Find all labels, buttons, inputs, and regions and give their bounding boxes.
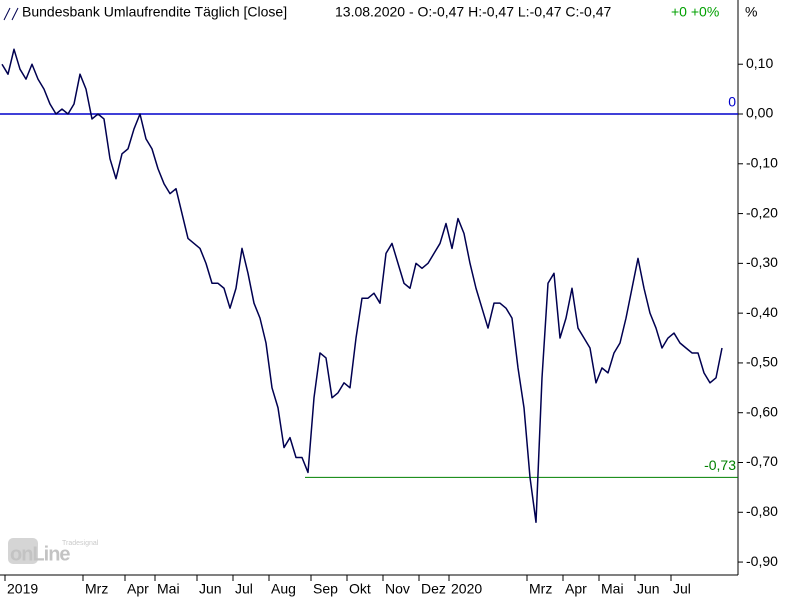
logo-small: Tradesignal <box>62 540 99 547</box>
x-tick-label: Jul <box>235 581 253 597</box>
x-tick-label: Mai <box>157 581 180 597</box>
y-tick-label: -0,70 <box>746 453 778 469</box>
reference-label: -0,73 <box>704 457 736 473</box>
y-tick-label: -0,60 <box>746 403 778 419</box>
y-tick-label: -0,90 <box>746 553 778 569</box>
y-tick-label: -0,50 <box>746 354 778 370</box>
x-tick-label: Nov <box>385 581 410 597</box>
x-tick-label: Jul <box>673 581 691 597</box>
x-tick-label: Sep <box>313 581 338 597</box>
x-tick-label: Mai <box>601 581 624 597</box>
price-line <box>1 48 723 523</box>
change: +0 +0% <box>671 4 719 20</box>
y-tick-label: -0,20 <box>746 204 778 220</box>
unit: % <box>745 4 757 20</box>
x-tick-label: 2019 <box>7 581 38 597</box>
x-tick-label: Dez <box>421 581 446 597</box>
x-tick-label: Apr <box>565 581 587 597</box>
y-tick-label: 0,10 <box>746 55 773 71</box>
x-tick-label: Jun <box>199 581 222 597</box>
x-tick-label: Okt <box>349 581 371 597</box>
line-icon <box>3 7 19 21</box>
x-tick-label: Apr <box>127 581 149 597</box>
y-tick-label: -0,80 <box>746 503 778 519</box>
x-tick-label: 2020 <box>451 581 482 597</box>
y-tick-label: -0,40 <box>746 304 778 320</box>
y-tick-label: -0,30 <box>746 254 778 270</box>
x-tick-label: Aug <box>271 581 296 597</box>
y-tick-label: 0,00 <box>746 105 773 121</box>
x-tick-label: Jun <box>637 581 660 597</box>
y-tick-label: -0,10 <box>746 154 778 170</box>
x-tick-label: Mrz <box>529 581 552 597</box>
reference-label: 0 <box>728 94 736 110</box>
logo-box <box>8 538 38 564</box>
logo-text: onLine <box>10 543 70 565</box>
logo: Tradesignal onLine <box>8 538 99 565</box>
header-info: 13.08.2020 - O:-0,47 H:-0,47 L:-0,47 C:-… <box>335 4 611 20</box>
chart-title: Bundesbank Umlaufrendite Täglich [Close] <box>22 4 287 20</box>
x-tick-label: Mrz <box>85 581 108 597</box>
